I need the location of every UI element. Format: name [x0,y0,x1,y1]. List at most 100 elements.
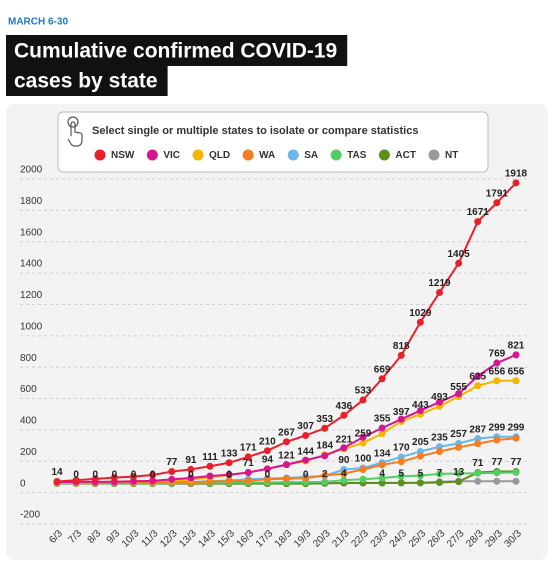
data-label: 221 [336,435,353,446]
data-point [512,477,520,485]
data-point [474,435,482,443]
data-label: 355 [374,414,391,425]
data-label: 4 [341,469,347,480]
data-label: 1405 [448,249,471,260]
data-point [187,474,195,482]
data-point [263,475,271,483]
legend-item[interactable]: NSW [94,149,135,162]
data-label: 133 [221,448,238,459]
data-label: 443 [412,400,429,411]
data-label: 493 [431,392,448,403]
data-point [378,430,386,438]
data-label: 1791 [486,188,509,199]
legend-item[interactable]: NT [428,149,458,162]
data-label: 5 [398,468,404,479]
data-label: 353 [316,414,333,425]
legend-item[interactable]: QLD [192,149,231,162]
data-label: 257 [450,429,467,440]
data-point [149,471,157,479]
legend-swatch [242,149,254,161]
data-point [397,472,405,480]
data-point [244,469,252,477]
y-tick-label: 600 [20,384,37,395]
data-point [263,465,271,473]
data-label: 625 [469,371,486,382]
data-label: 669 [374,364,391,375]
data-label: 171 [240,442,257,453]
data-label: 397 [393,407,410,418]
legend-label: VIC [163,150,180,161]
data-point [225,471,233,479]
data-point [302,456,310,464]
data-label: 170 [393,443,410,454]
data-point [244,453,252,461]
data-label: 259 [355,429,372,440]
data-point [283,438,290,446]
data-point [321,478,329,486]
data-point [168,475,176,483]
data-label: 1219 [428,278,451,289]
data-point [474,469,482,477]
data-label: 210 [259,436,276,447]
legend-item[interactable]: VIC [146,149,180,162]
data-point [283,461,290,469]
data-point [225,477,233,485]
data-point [512,377,520,385]
y-tick-label: 200 [20,447,37,458]
data-label: 299 [489,422,506,433]
data-point [512,351,520,359]
legend-swatch [428,149,440,161]
data-point [340,411,348,419]
data-label: 7 [437,468,443,479]
data-point [130,473,137,481]
data-point [91,475,99,483]
data-point [225,459,233,467]
data-point [378,424,386,432]
data-label: 94 [262,455,274,466]
data-point [378,479,386,487]
legend-item[interactable]: ACT [378,149,416,162]
legend-item[interactable]: SA [287,149,318,162]
data-label: 656 [508,366,525,377]
data-point [455,469,463,477]
data-point [455,478,463,486]
data-label: 71 [243,458,255,469]
data-point [436,398,443,406]
legend-item[interactable]: TAS [330,149,367,162]
data-point [474,218,482,226]
data-point [321,471,329,479]
data-point [474,477,482,485]
data-point [397,458,405,466]
legend-label: TAS [347,150,367,161]
data-point [474,372,482,380]
data-label: 184 [316,440,333,451]
data-point [340,470,348,478]
data-point [302,431,310,439]
data-label: 533 [355,386,372,397]
data-point [110,474,118,482]
data-label: 0 [112,469,118,480]
card [6,104,548,560]
data-point [436,288,443,296]
data-label: 0 [131,469,137,480]
data-point [436,479,443,487]
legend-label: ACT [395,150,416,161]
hand-icon [67,116,83,147]
data-label: 0 [303,469,309,480]
data-point [397,351,405,359]
data-point [397,479,405,487]
title-box [6,65,168,96]
data-point [493,477,501,485]
data-label: 555 [450,382,467,393]
data-label: 71 [472,458,484,469]
data-point [206,472,214,480]
data-label: 0 [188,469,194,480]
data-label: 656 [489,366,506,377]
data-label: 267 [278,427,295,438]
legend-item[interactable]: WA [242,149,276,162]
data-label: 1671 [467,207,490,218]
data-label: 0 [265,469,271,480]
data-point [474,440,482,448]
data-label: 821 [508,341,525,352]
legend-label: QLD [209,150,230,161]
